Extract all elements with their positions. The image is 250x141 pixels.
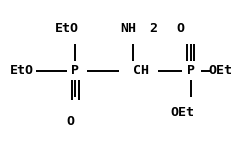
Text: OEt: OEt [208, 64, 232, 77]
Text: CH: CH [132, 64, 148, 77]
Text: EtO: EtO [10, 64, 34, 77]
Text: NH: NH [120, 22, 136, 35]
Text: 2: 2 [149, 22, 157, 35]
Text: O: O [66, 115, 74, 128]
Text: EtO: EtO [55, 22, 79, 35]
Text: O: O [176, 22, 184, 35]
Text: P: P [186, 64, 194, 77]
Text: OEt: OEt [170, 106, 194, 119]
Text: P: P [71, 64, 79, 77]
